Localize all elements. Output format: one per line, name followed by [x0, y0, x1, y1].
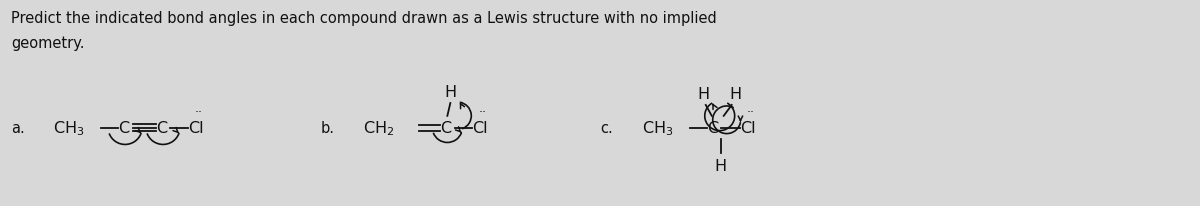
Text: H: H	[730, 86, 742, 101]
Text: a.: a.	[11, 121, 25, 136]
Text: CH$_2$: CH$_2$	[362, 119, 394, 137]
Text: C: C	[118, 121, 130, 136]
Text: geometry.: geometry.	[11, 36, 85, 51]
Text: ··: ··	[194, 106, 203, 119]
Text: H: H	[444, 84, 456, 99]
Text: H: H	[697, 86, 710, 101]
Text: Predict the indicated bond angles in each compound drawn as a Lewis structure wi: Predict the indicated bond angles in eac…	[11, 11, 718, 26]
Text: ··: ··	[479, 106, 487, 119]
Text: b.: b.	[320, 121, 335, 136]
Text: c.: c.	[600, 121, 613, 136]
Text: H: H	[715, 158, 727, 173]
Text: Cl: Cl	[473, 121, 488, 136]
Text: CH$_3$: CH$_3$	[642, 119, 673, 137]
Text: C: C	[707, 121, 718, 136]
Text: Cl: Cl	[739, 121, 755, 136]
Text: CH$_3$: CH$_3$	[53, 119, 85, 137]
Text: ··: ··	[746, 106, 754, 119]
Text: C: C	[156, 121, 167, 136]
Text: Cl: Cl	[188, 121, 204, 136]
Text: C: C	[440, 121, 451, 136]
